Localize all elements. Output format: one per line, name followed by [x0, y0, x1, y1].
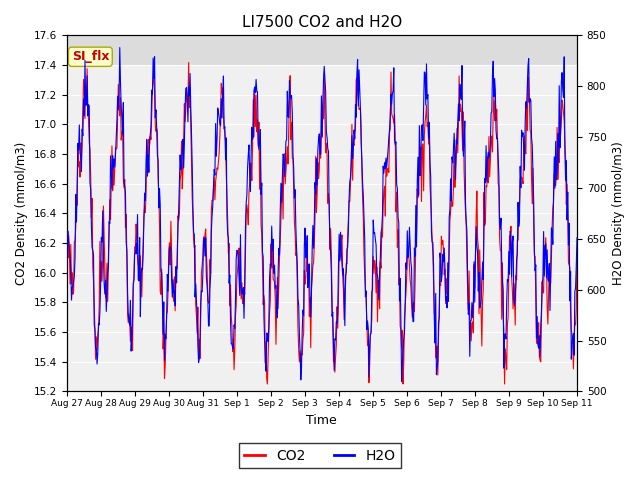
Line: CO2: CO2 — [67, 62, 577, 384]
Legend: CO2, H2O: CO2, H2O — [239, 443, 401, 468]
H2O — [116, 45, 124, 50]
CO2 — [63, 276, 70, 281]
Title: LI7500 CO2 and H2O: LI7500 CO2 and H2O — [242, 15, 402, 30]
CO2 — [185, 60, 193, 65]
H2O — [400, 336, 408, 342]
CO2 — [72, 225, 79, 230]
H2O — [398, 379, 406, 384]
H2O — [63, 273, 70, 279]
CO2 — [573, 250, 581, 255]
CO2 — [176, 177, 184, 183]
Text: SI_flx: SI_flx — [72, 50, 109, 63]
H2O — [177, 167, 185, 172]
H2O — [384, 146, 392, 152]
H2O — [204, 295, 212, 301]
Bar — [67, 36, 577, 65]
Line: H2O: H2O — [67, 48, 577, 382]
H2O — [72, 192, 79, 197]
Y-axis label: CO2 Density (mmol/m3): CO2 Density (mmol/m3) — [15, 142, 28, 285]
X-axis label: Time: Time — [307, 414, 337, 427]
CO2 — [204, 297, 212, 302]
H2O — [125, 318, 133, 324]
CO2 — [400, 360, 408, 365]
Y-axis label: H2O Density (mmol/m3): H2O Density (mmol/m3) — [612, 142, 625, 285]
CO2 — [385, 169, 393, 175]
CO2 — [124, 320, 132, 326]
H2O — [573, 235, 581, 240]
CO2 — [264, 381, 271, 387]
